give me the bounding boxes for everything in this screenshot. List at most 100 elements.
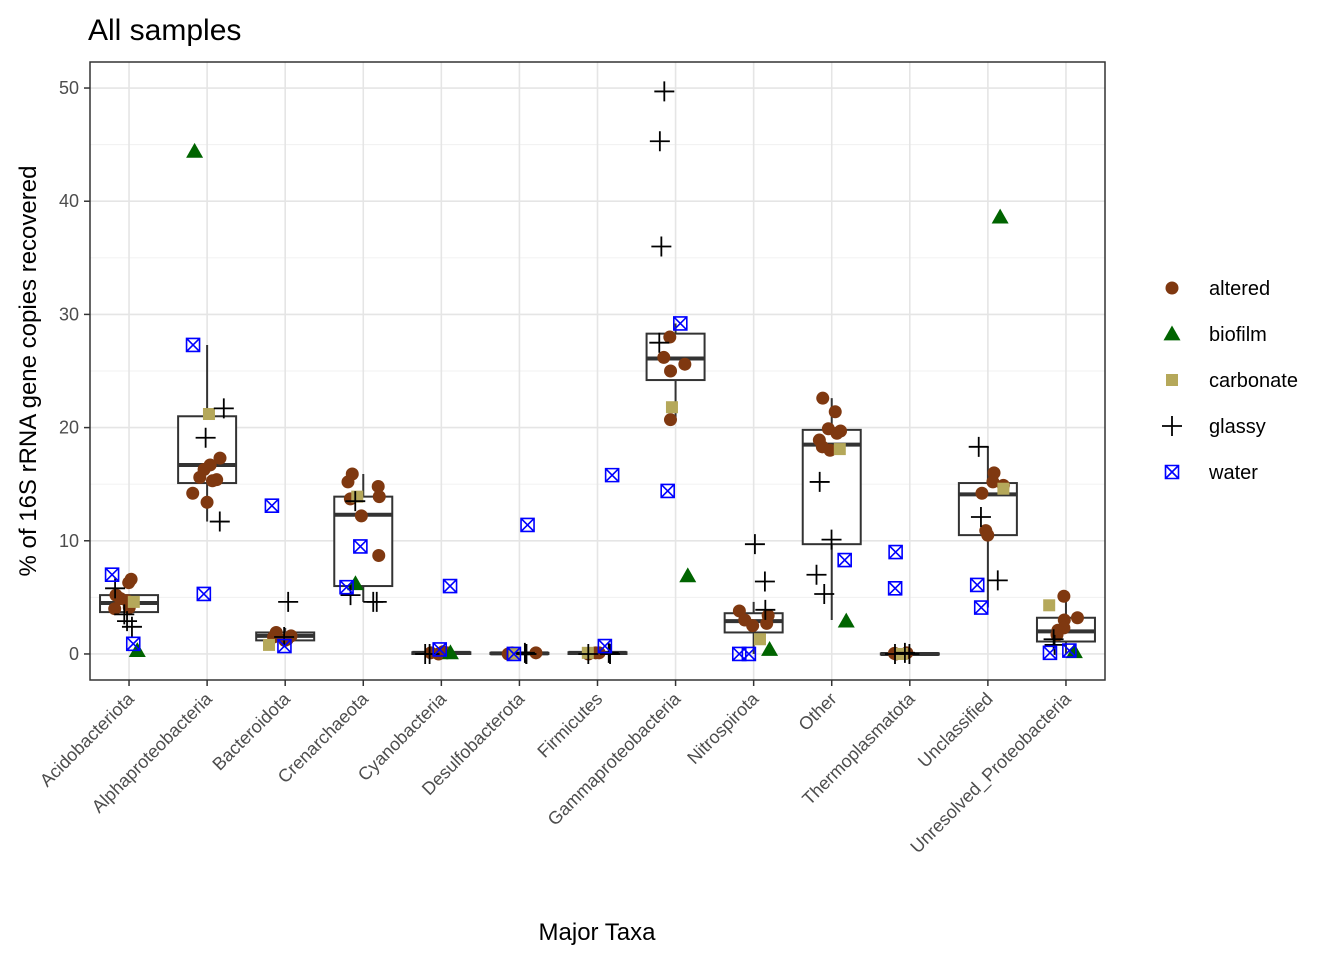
altered-point xyxy=(186,486,200,500)
carbonate-point xyxy=(127,595,140,608)
water-point xyxy=(432,642,447,657)
altered-point xyxy=(124,572,138,586)
water-point xyxy=(673,316,688,331)
glassy-point xyxy=(121,616,142,637)
water-point xyxy=(264,498,280,513)
glassy-point xyxy=(651,236,672,257)
glassy-point xyxy=(274,626,295,647)
legend-label: biofilm xyxy=(1209,324,1267,346)
glassy-point xyxy=(340,585,361,606)
water-point xyxy=(837,552,852,568)
legend-item-biofilm: biofilm xyxy=(1163,324,1267,346)
series-carbonate xyxy=(127,401,1056,660)
altered-point xyxy=(213,451,227,465)
altered-point xyxy=(816,391,830,405)
glassy-point xyxy=(654,81,675,102)
glassy-point xyxy=(744,534,765,555)
legend-key-biofilm xyxy=(1163,325,1181,341)
water-point xyxy=(277,638,292,654)
chart-title: All samples xyxy=(88,14,241,47)
altered-point xyxy=(975,486,989,500)
carbonate-point xyxy=(753,633,766,646)
legend-key-water xyxy=(1164,464,1180,480)
carbonate-point xyxy=(351,490,364,503)
carbonate-point xyxy=(263,638,276,651)
altered-point xyxy=(828,405,842,419)
altered-point xyxy=(341,475,355,489)
water-point xyxy=(442,578,458,594)
glassy-point xyxy=(754,571,775,592)
series-altered xyxy=(108,330,1084,661)
glassy-point xyxy=(514,642,535,663)
water-point xyxy=(973,600,989,615)
altered-point xyxy=(372,548,386,562)
y-tick-label: 50 xyxy=(59,78,79,98)
data-points xyxy=(104,81,1084,664)
altered-point xyxy=(657,350,671,364)
water-point xyxy=(125,636,141,652)
glassy-point xyxy=(600,643,621,664)
y-axis-title: % of 16S rRNA gene copies recovered xyxy=(15,166,42,577)
y-tick-label: 40 xyxy=(59,191,79,211)
y-axis: 0 10 20 30 40 50 xyxy=(59,78,90,664)
x-tick-label: Unresolved_Proteobacteria xyxy=(906,688,1076,858)
glassy-point xyxy=(278,591,299,612)
water-point xyxy=(1042,645,1058,661)
glassy-point xyxy=(884,643,905,664)
x-axis: AcidobacteriotaAlphaproteobacteriaBacter… xyxy=(36,680,1076,858)
biofilm-point xyxy=(679,567,697,583)
water-point xyxy=(731,646,747,662)
carbonate-point xyxy=(833,443,846,456)
y-tick-label: 20 xyxy=(59,418,79,438)
altered-point xyxy=(372,490,386,504)
x-tick-label: Unclassified xyxy=(914,689,997,772)
altered-point xyxy=(981,528,995,542)
biofilm-point xyxy=(837,612,855,628)
water-point xyxy=(887,581,903,596)
glassy-point xyxy=(117,611,138,632)
x-axis-title: Major Taxa xyxy=(539,919,657,946)
altered-point xyxy=(663,330,677,344)
glassy-point xyxy=(1044,634,1065,655)
glassy-point xyxy=(814,583,835,604)
x-tick-label: Gammaproteobacteria xyxy=(544,688,685,829)
altered-point xyxy=(200,495,214,509)
altered-point xyxy=(760,616,774,630)
glassy-point xyxy=(987,570,1008,591)
water-point xyxy=(604,467,620,483)
altered-point xyxy=(1057,589,1071,603)
y-tick-label: 30 xyxy=(59,304,79,324)
altered-point xyxy=(193,470,207,484)
biofilm-point xyxy=(186,142,204,158)
x-tick-label: Nitrospirota xyxy=(683,688,763,768)
glassy-point xyxy=(821,529,842,550)
legend-item-carbonate: carbonate xyxy=(1166,370,1298,392)
legend-key-carbonate xyxy=(1166,374,1178,386)
y-tick-label: 0 xyxy=(69,644,79,664)
water-point xyxy=(1062,643,1077,658)
water-point xyxy=(185,337,201,353)
glassy-point xyxy=(806,564,827,585)
water-point xyxy=(339,579,354,595)
altered-point xyxy=(823,443,837,457)
carbonate-point xyxy=(665,401,678,414)
water-point xyxy=(888,544,903,560)
altered-point xyxy=(108,602,122,616)
altered-point xyxy=(663,413,677,427)
y-tick-label: 10 xyxy=(59,531,79,551)
legend-item-glassy: glassy xyxy=(1162,416,1266,438)
altered-point xyxy=(664,364,678,378)
carbonate-point xyxy=(1043,599,1056,612)
legend-key-glassy xyxy=(1162,416,1182,436)
x-tick-label: Bacteroidota xyxy=(208,688,294,774)
altered-point xyxy=(986,475,1000,489)
legend-label: altered xyxy=(1209,278,1270,300)
altered-point xyxy=(678,357,692,371)
altered-point xyxy=(746,619,760,633)
biofilm-point xyxy=(761,640,779,656)
altered-point xyxy=(205,474,219,488)
altered-point xyxy=(830,426,844,440)
biofilm-point xyxy=(1065,643,1083,659)
water-point xyxy=(506,646,522,662)
